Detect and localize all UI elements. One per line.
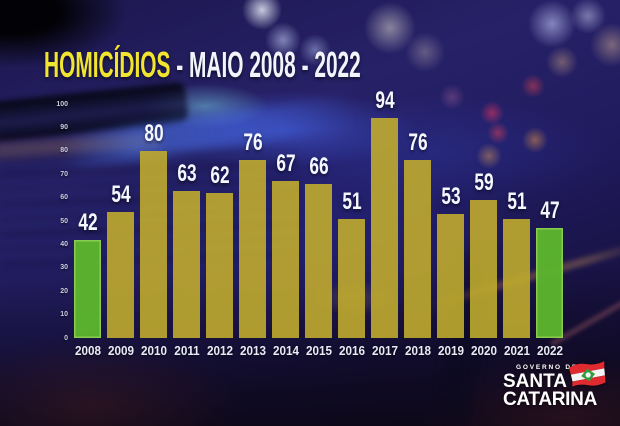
- x-tick-label-2011: 2011: [173, 343, 200, 358]
- bar-2011: [173, 190, 200, 338]
- value-label-2022: 47: [539, 197, 560, 225]
- bar-2016: [338, 218, 365, 338]
- logo-catarina-label: CATARINA: [503, 389, 597, 410]
- x-tick-label-2013: 2013: [239, 343, 266, 358]
- y-tick-label: 90: [60, 123, 68, 131]
- bar-group-2012: 62 2012: [206, 104, 233, 357]
- y-tick-label: 10: [60, 311, 68, 319]
- bar-group-2022: 47 2022: [536, 104, 563, 357]
- y-tick-label: 20: [60, 287, 68, 295]
- bar-group-2021: 51 2021: [503, 104, 530, 357]
- x-tick-label-2012: 2012: [206, 343, 233, 358]
- bar-2019: [437, 214, 464, 338]
- bar-group-2009: 54 2009: [107, 104, 134, 357]
- bar-2014: [272, 181, 299, 338]
- y-tick-label: 60: [60, 194, 68, 202]
- value-label-2011: 63: [176, 159, 197, 187]
- value-label-2012: 62: [209, 162, 230, 190]
- value-label-2010: 80: [143, 120, 164, 148]
- bar-2017: [371, 118, 398, 338]
- x-tick-label-2014: 2014: [272, 343, 299, 358]
- bar-2010: [140, 150, 167, 338]
- bar-2021: [503, 218, 530, 338]
- bar-2020: [470, 199, 497, 338]
- bar-2015: [305, 183, 332, 338]
- x-tick-label-2010: 2010: [140, 343, 167, 358]
- x-tick-label-2008: 2008: [74, 343, 101, 358]
- value-label-2016: 51: [341, 187, 362, 215]
- y-tick-label: 30: [60, 264, 68, 272]
- bar-group-2018: 76 2018: [404, 104, 431, 357]
- x-tick-label-2022: 2022: [536, 343, 563, 358]
- y-tick-label: 80: [60, 147, 68, 155]
- bar-group-2015: 66 2015: [305, 104, 332, 357]
- chart-title-highlight: HOMICÍDIOS: [44, 44, 171, 85]
- bar-group-2019: 53 2019: [437, 104, 464, 357]
- value-label-2019: 53: [440, 183, 461, 211]
- plot-area: 42 2008 54 2009 80 2010 63 2011 62 2012 76 2013 67 20…: [74, 89, 563, 357]
- bar-group-2013: 76 2013: [239, 104, 266, 357]
- bar-2013: [239, 160, 266, 338]
- y-axis: 0 10 20 30 40 50 60 70 80 90 100: [38, 100, 68, 342]
- bar-group-2010: 80 2010: [140, 104, 167, 357]
- value-label-2021: 51: [506, 187, 527, 215]
- y-tick-label: 0: [64, 334, 68, 342]
- chart-title-rest: - MAIO 2008 - 2022: [170, 44, 361, 85]
- y-tick-label: 70: [60, 170, 68, 178]
- x-tick-label-2019: 2019: [437, 343, 464, 358]
- value-label-2008: 42: [77, 208, 98, 236]
- value-label-2013: 76: [242, 129, 263, 157]
- value-label-2017: 94: [374, 87, 395, 115]
- bar-group-2016: 51 2016: [338, 104, 365, 357]
- government-logo: GOVERNO DE SANTA CATARINA: [503, 361, 606, 410]
- logo-governo-de-label: GOVERNO DE: [516, 364, 579, 371]
- bar-2022: [536, 228, 563, 338]
- y-tick-label: 50: [60, 217, 68, 225]
- value-label-2015: 66: [308, 152, 329, 180]
- logo-santa-label: SANTA: [503, 371, 568, 392]
- santa-catarina-flag-icon: [568, 361, 606, 387]
- y-tick-label: 100: [56, 100, 68, 108]
- x-tick-label-2016: 2016: [338, 343, 365, 358]
- bar-2018: [404, 160, 431, 338]
- bar-2008: [74, 239, 101, 338]
- bar-2009: [107, 211, 134, 338]
- value-label-2009: 54: [110, 180, 131, 208]
- bar-group-2014: 67 2014: [272, 104, 299, 357]
- x-tick-label-2017: 2017: [371, 343, 398, 358]
- bar-group-2017: 94 2017: [371, 89, 398, 357]
- x-tick-label-2018: 2018: [404, 343, 431, 358]
- x-tick-label-2021: 2021: [503, 343, 530, 358]
- x-tick-label-2009: 2009: [107, 343, 134, 358]
- value-label-2014: 67: [275, 150, 296, 178]
- bar-group-2011: 63 2011: [173, 104, 200, 357]
- bar-2012: [206, 192, 233, 338]
- y-tick-label: 40: [60, 240, 68, 248]
- value-label-2020: 59: [473, 169, 494, 197]
- value-label-2018: 76: [407, 129, 428, 157]
- x-tick-label-2015: 2015: [305, 343, 332, 358]
- bar-group-2020: 59 2020: [470, 104, 497, 357]
- chart-title: HOMICÍDIOS - MAIO 2008 - 2022: [44, 47, 361, 83]
- x-tick-label-2020: 2020: [470, 343, 497, 358]
- bar-group-2008: 42 2008: [74, 104, 101, 357]
